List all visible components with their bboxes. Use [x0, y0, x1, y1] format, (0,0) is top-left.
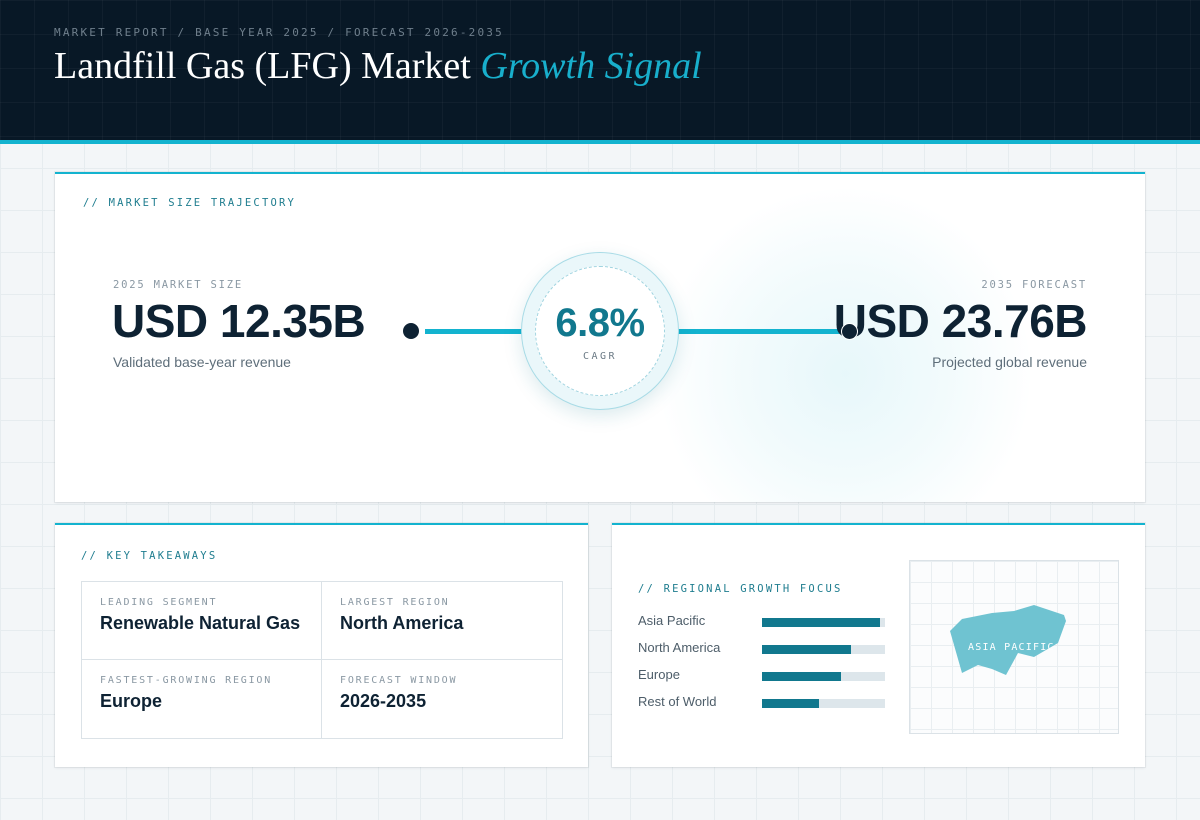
start-stat-label: 2025 MARKET SIZE	[113, 279, 243, 291]
asia-pacific-map-shape: ASIA PACIFIC	[950, 605, 1066, 675]
background-glow	[655, 184, 1035, 502]
takeaway-label: LEADING SEGMENT	[100, 597, 218, 608]
end-stat-value: USD 23.76B	[833, 295, 1088, 347]
region-bar-fill	[762, 645, 851, 654]
cagr-badge: 6.8% CAGR	[521, 252, 679, 410]
title-main: Landfill Gas (LFG) Market	[54, 45, 471, 87]
start-point-dot	[403, 323, 419, 339]
cagr-value: 6.8%	[555, 301, 645, 345]
start-stat-subtitle: Validated base-year revenue	[113, 354, 291, 370]
end-stat-label: 2035 FORECAST	[981, 279, 1087, 291]
report-breadcrumb: MARKET REPORT / BASE YEAR 2025 / FORECAS…	[54, 26, 504, 39]
region-bar-track	[762, 699, 885, 708]
region-name: North America	[638, 640, 721, 655]
regional-growth-card: // REGIONAL GROWTH FOCUS Asia Pacific No…	[612, 523, 1145, 767]
takeaway-value: North America	[340, 613, 464, 633]
market-size-trajectory-card: // MARKET SIZE TRAJECTORY 2025 MARKET SI…	[55, 172, 1145, 502]
title-accent: Growth Signal	[480, 45, 702, 87]
trajectory-line-right	[663, 329, 847, 334]
region-map: ASIA PACIFIC	[909, 560, 1119, 734]
regional-section-label: // REGIONAL GROWTH FOCUS	[638, 583, 843, 595]
region-name: Asia Pacific	[638, 613, 706, 628]
region-name: Europe	[638, 667, 680, 682]
takeaway-leading-segment: LEADING SEGMENT Renewable Natural Gas	[82, 582, 322, 660]
page-title: Landfill Gas (LFG) Market Growth Signal	[54, 44, 702, 88]
region-bar-row: Europe	[638, 667, 888, 685]
region-bar-row: Rest of World	[638, 694, 888, 712]
trajectory-section-label: // MARKET SIZE TRAJECTORY	[83, 197, 297, 209]
region-bar-row: Asia Pacific	[638, 613, 888, 631]
map-region-label: ASIA PACIFIC	[968, 642, 1055, 653]
takeaways-section-label: // KEY TAKEAWAYS	[81, 550, 218, 562]
region-bar-fill	[762, 618, 881, 627]
trajectory-line-left	[425, 329, 535, 334]
start-stat-value: USD 12.35B	[112, 295, 366, 347]
region-bar-fill	[762, 672, 841, 681]
asia-pacific-region-shape	[950, 605, 1066, 675]
takeaway-largest-region: LARGEST REGION North America	[322, 582, 562, 660]
region-bar-row: North America	[638, 640, 888, 658]
region-bar-track	[762, 645, 885, 654]
key-takeaways-card: // KEY TAKEAWAYS LEADING SEGMENT Renewab…	[55, 523, 588, 767]
region-bar-fill	[762, 699, 819, 708]
takeaway-value: 2026-2035	[340, 691, 427, 711]
takeaway-label: FASTEST-GROWING REGION	[100, 675, 273, 686]
takeaway-label: LARGEST REGION	[340, 597, 450, 608]
end-point-dot	[841, 323, 858, 340]
takeaways-grid: LEADING SEGMENT Renewable Natural Gas LA…	[81, 581, 563, 739]
end-stat-subtitle: Projected global revenue	[932, 354, 1087, 370]
region-bar-track	[762, 618, 885, 627]
region-bar-track	[762, 672, 885, 681]
cagr-inner-ring: 6.8% CAGR	[535, 266, 665, 396]
takeaway-value: Renewable Natural Gas	[100, 613, 301, 633]
takeaway-fastest-growing-region: FASTEST-GROWING REGION Europe	[82, 660, 322, 738]
cagr-label: CAGR	[582, 351, 618, 362]
region-name: Rest of World	[638, 694, 717, 709]
takeaway-value: Europe	[100, 691, 163, 711]
takeaway-forecast-window: FORECAST WINDOW 2026-2035	[322, 660, 562, 738]
takeaway-label: FORECAST WINDOW	[340, 675, 458, 686]
page-header: MARKET REPORT / BASE YEAR 2025 / FORECAS…	[0, 0, 1200, 144]
